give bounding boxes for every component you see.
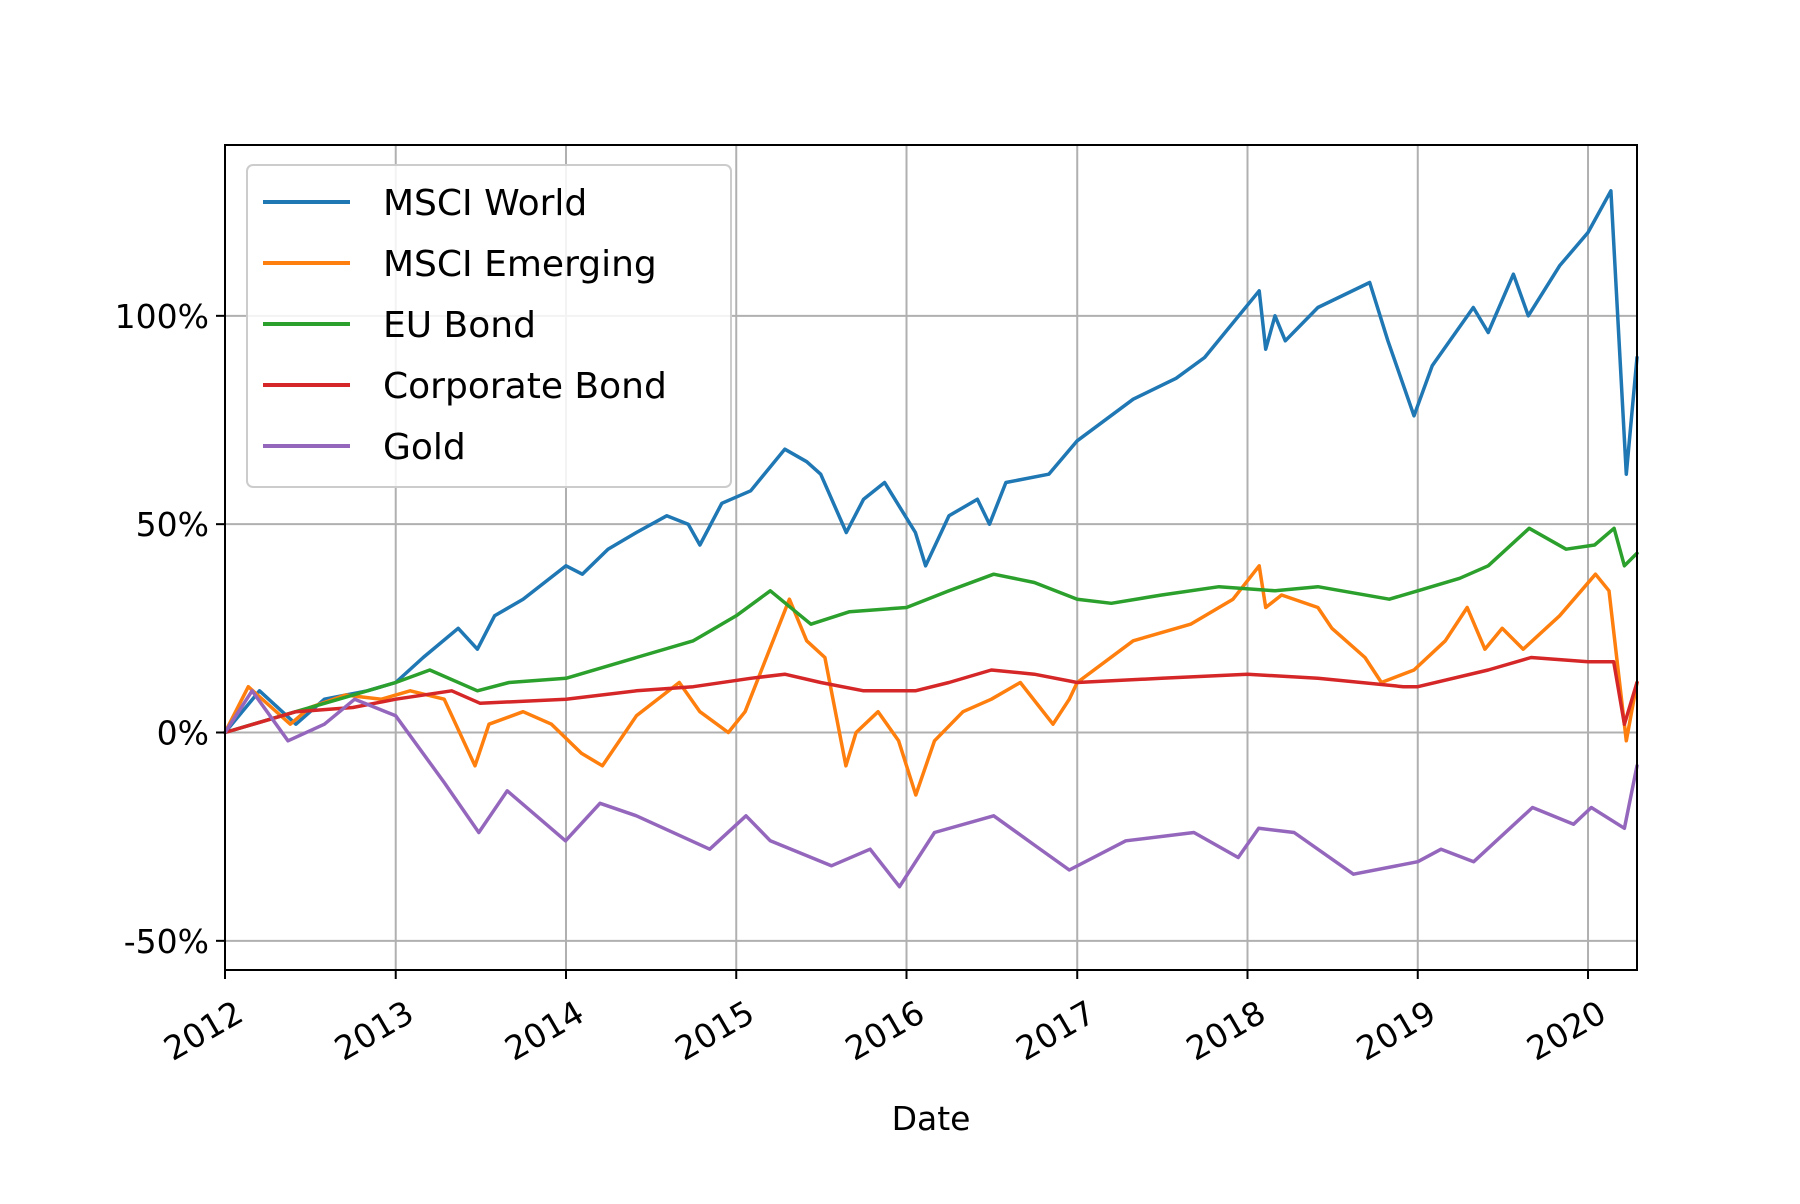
series-line-corporate-bond — [223, 655, 1639, 735]
series-line-gold — [223, 689, 1639, 889]
y-tick-label: 50% — [136, 505, 209, 544]
legend-label-eu-bond: EU Bond — [383, 305, 536, 346]
y-tick-label: 0% — [157, 714, 209, 753]
series-line-msci-world — [223, 189, 1639, 735]
legend-box — [246, 164, 732, 488]
series-lines — [223, 189, 1639, 889]
legend: MSCI World MSCI Emerging EU Bond Corporate … — [246, 164, 732, 488]
series-line-msci-emerging — [223, 564, 1639, 797]
y-axis-ticks: -50% 0% 50% 100% — [115, 297, 225, 961]
legend-label-corporate-bond: Corporate Bond — [383, 366, 667, 407]
legend-label-msci-emerging: MSCI Emerging — [383, 244, 657, 285]
x-axis-title: Date — [892, 1099, 971, 1138]
legend-label-gold: Gold — [383, 427, 466, 468]
series-line-eu-bond — [223, 526, 1639, 735]
y-tick-label: -50% — [124, 922, 209, 961]
y-tick-label: 100% — [115, 297, 209, 336]
legend-label-msci-world: MSCI World — [383, 183, 587, 224]
plot-frame — [224, 144, 1638, 971]
